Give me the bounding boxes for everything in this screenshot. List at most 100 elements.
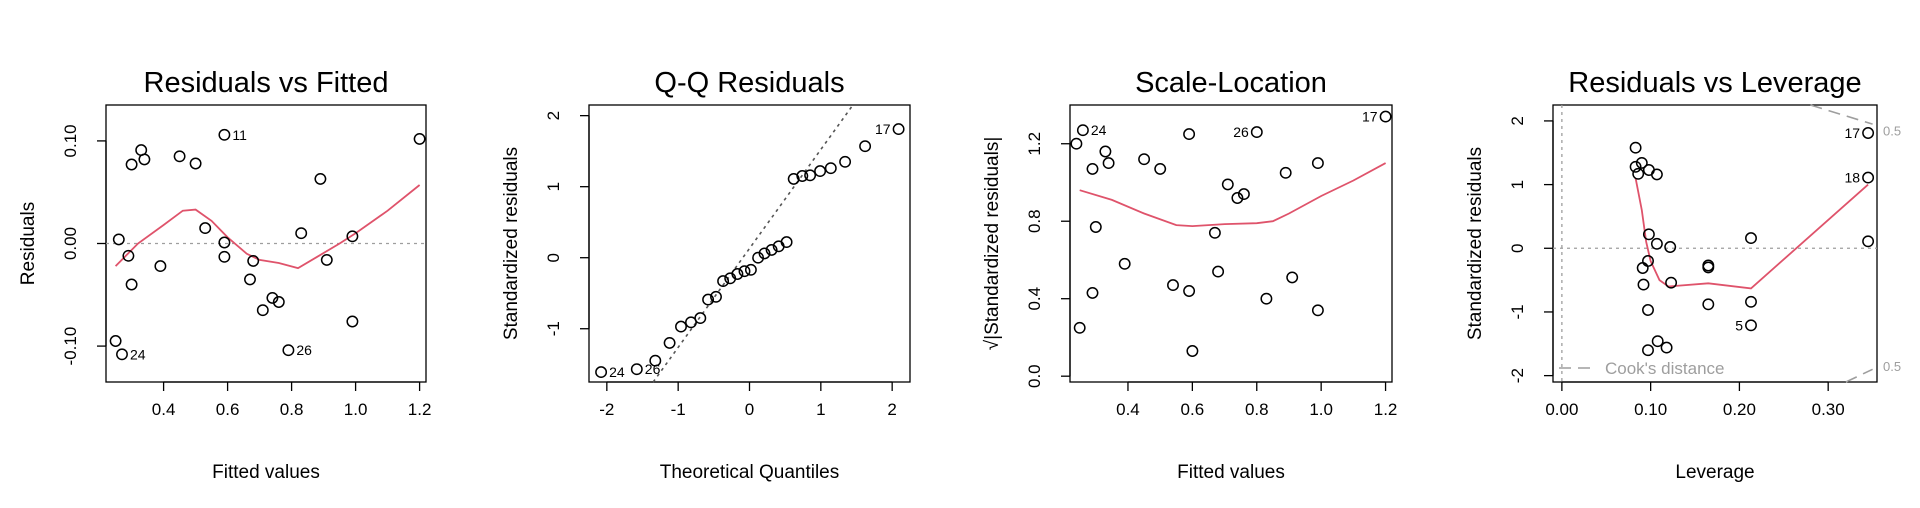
data-point [1702, 298, 1715, 311]
data-point [1745, 319, 1757, 332]
y-tick-label: -1 [1508, 304, 1527, 319]
x-tick-label: 0.6 [1181, 400, 1205, 419]
data-point [1642, 255, 1654, 267]
data-point [1154, 162, 1167, 175]
data-point [320, 253, 333, 266]
y-axis-label: Residuals [18, 202, 39, 285]
data-point [1186, 345, 1199, 357]
data-point [1076, 124, 1089, 137]
data-point [1637, 278, 1650, 291]
data-point [796, 170, 809, 182]
data-point [272, 296, 285, 308]
data-point [122, 249, 135, 262]
data-point [731, 268, 744, 280]
data-point [758, 247, 771, 260]
x-tick-label: 0.20 [1723, 400, 1756, 419]
data-point [663, 336, 676, 349]
point-label: 18 [1845, 170, 1861, 186]
data-point [1102, 157, 1115, 170]
x-tick-label: 1 [816, 400, 825, 419]
y-axis: 0.0 0.4 0.8 1.2 [1025, 132, 1071, 388]
x-tick-label: 0.4 [152, 400, 176, 419]
data-point [138, 153, 151, 166]
x-tick-label: 1.2 [1374, 400, 1398, 419]
point-label: 17 [1362, 109, 1378, 125]
data-point [595, 366, 608, 379]
plot-panel-4: Residuals vs Leverage Leverage Standardize… [1465, 67, 1901, 483]
data-point [1636, 262, 1649, 274]
data-point [1231, 192, 1244, 204]
data-points: 5 17 18 [1629, 125, 1875, 357]
data-point [1745, 232, 1757, 245]
y-tick-label: 1 [544, 182, 563, 191]
x-axis-label: Fitted values [1177, 462, 1285, 483]
point-label: 17 [1845, 125, 1861, 141]
data-point [1212, 265, 1225, 278]
y-axis: -2 -1 0 1 2 [1508, 116, 1554, 383]
data-point [1237, 188, 1250, 201]
data-points: 24 26 17 [595, 121, 905, 380]
data-point [154, 260, 167, 273]
data-point [1089, 221, 1102, 233]
cooks-distance-contour-lower [1845, 368, 1873, 383]
x-tick-label: 1.0 [344, 400, 368, 419]
y-tick-label: 2 [544, 111, 563, 120]
data-point [859, 140, 872, 153]
legend: Cook's distance [1559, 359, 1724, 378]
data-point [1642, 344, 1654, 357]
smooth-line [1079, 162, 1387, 228]
x-axis-label: Leverage [1675, 462, 1754, 483]
data-point [1250, 126, 1263, 139]
x-tick-label: 0.6 [216, 400, 240, 419]
data-point [125, 278, 138, 291]
data-point [1629, 160, 1642, 173]
y-tick-label: 0.8 [1025, 209, 1044, 233]
x-tick-label: 0.4 [1116, 400, 1140, 419]
data-point [1286, 271, 1299, 284]
data-point [1167, 279, 1179, 292]
x-tick-label: -2 [599, 400, 614, 419]
x-tick-label: 0 [745, 400, 754, 419]
x-axis: 0.4 0.6 0.8 1.0 1.2 [1116, 381, 1398, 419]
data-point [1862, 127, 1875, 139]
y-axis: -0.10 0.00 0.10 [61, 124, 107, 365]
smooth-line [114, 184, 421, 270]
point-label: 26 [1233, 124, 1249, 140]
data-point [780, 236, 793, 249]
data-point [112, 233, 125, 246]
plot-frame [1552, 104, 1878, 383]
data-point [413, 132, 426, 145]
smooth-line [1634, 178, 1869, 290]
x-tick-label: 1.0 [1309, 400, 1333, 419]
cooks-distance-contour-upper [1810, 104, 1873, 125]
x-tick-label: -1 [671, 400, 686, 419]
data-point [346, 315, 359, 328]
data-point [738, 265, 751, 278]
data-point [109, 335, 122, 347]
data-point [346, 230, 359, 243]
data-point [189, 157, 202, 170]
point-label: 17 [875, 121, 891, 137]
data-point [649, 354, 662, 367]
data-point [1862, 235, 1875, 248]
point-label: 11 [232, 127, 247, 143]
x-tick-label: 0.00 [1545, 400, 1578, 419]
data-point [744, 263, 757, 276]
data-point [1745, 295, 1757, 308]
data-point [218, 250, 231, 263]
x-tick-label: 0.8 [1245, 400, 1269, 419]
cooks-distance-label: 0.5 [1883, 359, 1901, 374]
data-point [266, 291, 279, 304]
data-point [1311, 157, 1324, 170]
data-points: 24 26 17 [1070, 109, 1392, 357]
plot-frame [105, 104, 427, 383]
data-point [173, 150, 186, 163]
y-tick-label: 0.4 [1025, 287, 1044, 311]
data-point [1208, 226, 1221, 239]
data-point [256, 304, 269, 317]
data-points: 24 11 26 [109, 127, 426, 362]
y-axis-label: √|Standardized residuals| [982, 137, 1003, 351]
x-axis-label: Fitted values [212, 462, 320, 483]
x-tick-label: 0.30 [1812, 400, 1845, 419]
data-point [694, 312, 707, 325]
